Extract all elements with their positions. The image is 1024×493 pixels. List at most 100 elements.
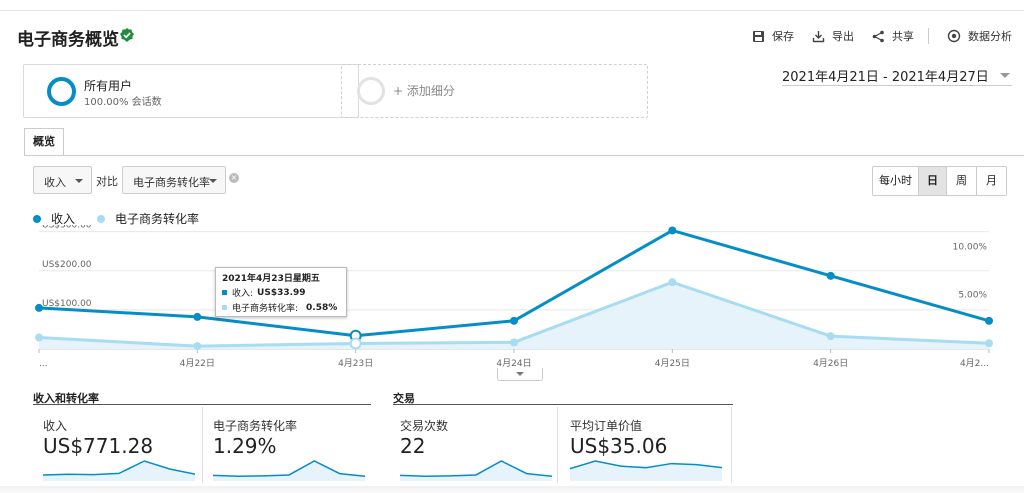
tooltip-swatch [222,305,227,310]
chart-legend: 收入 电子商务转化率 [33,210,221,227]
legend-item-revenue[interactable]: 收入 [33,210,75,227]
chevron-down-icon [1000,73,1010,78]
collapse-chart-button[interactable] [497,368,543,381]
export-label: 导出 [832,30,854,43]
save-label: 保存 [772,30,794,43]
revenue-point [193,312,202,321]
revenue-point [826,271,835,280]
tooltip-swatch [222,290,227,295]
metric-label: 电子商务转化率 [213,419,298,433]
legend-item-conversion[interactable]: 电子商务转化率 [97,210,199,227]
legend-dot [97,214,106,223]
tooltip-title: 2021年4月23日星期五 [222,274,320,284]
conversion-area [39,282,989,349]
primary-metric-select[interactable]: 收入 [33,166,92,194]
y-right-tick-label: 10.00% [953,243,988,253]
tab-overview[interactable]: 概览 [24,128,64,155]
page-title: 电子商务概览 [17,30,119,50]
conversion-point [668,278,677,287]
secondary-metric-select[interactable]: 电子商务转化率 [122,166,226,194]
legend-label: 收入 [51,212,76,226]
metric-sparkline [43,460,195,481]
tooltip-label: 收入: [232,289,254,299]
metric-avg-order-value[interactable]: 平均订单价值 US$35.06 [570,407,732,483]
action-divider [928,28,929,44]
date-range-label: 2021年4月21日 - 2021年4月27日 [782,70,989,85]
tooltip-value: 0.58% [306,302,338,313]
top-divider [0,10,1024,11]
granularity-month[interactable]: 月 [976,167,1006,195]
chevron-down-icon [75,179,83,183]
granularity-day[interactable]: 日 [918,167,946,195]
metric-sparkline [570,460,722,481]
tooltip-value: US$33.99 [257,287,306,298]
metric-sparkline [213,460,365,481]
x-tick-label: 4月2... [960,358,989,369]
verified-badge-icon [120,28,134,42]
section-underline [393,404,733,405]
conversion-point [35,333,43,342]
add-segment-button[interactable]: + 添加细分 [341,64,648,118]
sparkline-line [213,460,365,478]
revenue-point [35,303,43,312]
share-icon [872,30,884,42]
header-actions: 保存 导出 共享 数据分析 [734,28,1012,44]
segment-all-users[interactable]: 所有用户 100.00% 会话数 [23,64,359,118]
share-label: 共享 [892,30,914,43]
metric-label: 平均订单价值 [570,419,643,433]
export-button[interactable]: 导出 [812,28,854,44]
segment-ring-icon [47,77,76,106]
metric-conversion-rate[interactable]: 电子商务转化率 1.29% [213,407,373,483]
metric-sparkline [400,460,552,481]
share-button[interactable]: 共享 [872,28,914,44]
chart-tooltip: 2021年4月23日星期五 收入: US$33.99 电子商务转化率: 0.58… [215,267,347,317]
metric-label: 收入 [43,419,68,433]
primary-metric-label: 收入 [44,176,66,189]
conversion-point [826,332,835,341]
segment-detail: 100.00% 会话数 [84,97,162,108]
tooltip-row-conversion: 电子商务转化率: 0.58% [222,301,340,314]
sparkline-area [213,461,365,481]
versus-label: 对比 [96,175,118,188]
sparkline-line [570,460,722,470]
granularity-week[interactable]: 周 [946,167,976,195]
export-icon [812,30,825,42]
secondary-metric-label: 电子商务转化率 [133,176,210,189]
metric-label: 交易次数 [400,419,449,433]
insights-button[interactable]: 数据分析 [947,28,1012,44]
empty-segment-ring-icon [357,77,385,105]
sparkline-area [400,461,552,481]
conversion-point [985,339,993,348]
x-tick-label: 4月22日 [180,358,215,369]
legend-label: 电子商务转化率 [115,212,200,226]
x-tick-label: 4月24日 [496,358,531,369]
section-title-conversion: 收入和转化率 [33,392,99,405]
chevron-down-icon [516,372,524,376]
y-right-tick-label: 5.00% [958,290,987,300]
metric-revenue[interactable]: 收入 US$771.28 [43,407,203,483]
conversion-point [510,338,518,347]
chevron-down-icon [209,179,217,183]
tab-divider [24,155,1024,156]
segment-name: 所有用户 [84,79,133,93]
revenue-point [668,226,677,235]
insights-label: 数据分析 [968,30,1012,43]
metric-value: US$771.28 [43,434,154,458]
tooltip-row-revenue: 收入: US$33.99 [222,286,340,299]
save-button[interactable]: 保存 [752,28,794,44]
line-chart: US$100.00 US$200.00 US$300.00 5.00% 10.00%..… [35,225,993,369]
metric-transactions[interactable]: 交易次数 22 [400,407,558,483]
sparkline-area [43,461,195,481]
tooltip-label: 电子商务转化率: [232,304,299,314]
conversion-point [193,342,202,351]
bottom-shadow [0,486,1024,493]
page-header: 电子商务概览 保存 导出 共享 [0,11,1024,59]
clear-comparison-icon[interactable]: × [229,173,239,183]
granularity-toggle: 每小时 日 周 月 [872,166,1007,196]
y-left-tick-label: US$300.00 [42,225,92,231]
date-range-picker[interactable]: 2021年4月21日 - 2021年4月27日 [782,64,1012,86]
granularity-hourly[interactable]: 每小时 [873,167,918,195]
conversion-series-line [38,280,990,348]
x-tick-label: 4月26日 [813,358,848,369]
metric-value: US$35.06 [570,434,668,458]
